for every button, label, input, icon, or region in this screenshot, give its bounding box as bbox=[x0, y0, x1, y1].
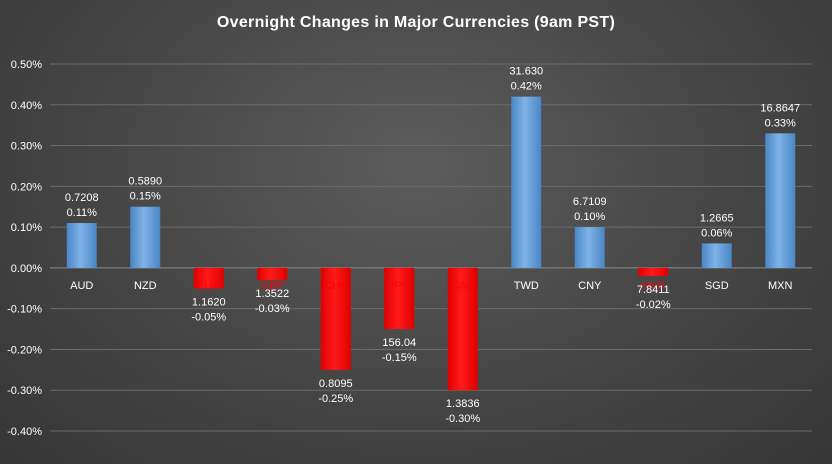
data-label: -0.30% bbox=[445, 413, 480, 425]
y-tick-label: 0.40% bbox=[11, 100, 42, 112]
data-label: -0.03% bbox=[255, 303, 290, 315]
data-label: -0.05% bbox=[191, 311, 226, 323]
y-tick-label: -0.30% bbox=[7, 385, 42, 397]
bar bbox=[193, 267, 224, 289]
rate-label: 16.8647 bbox=[760, 102, 800, 114]
bar bbox=[66, 223, 97, 268]
rate-label: 1.1620 bbox=[192, 296, 226, 308]
data-label: -0.02% bbox=[636, 299, 671, 311]
rate-label: 1.3836 bbox=[446, 398, 480, 410]
data-label: 0.06% bbox=[701, 227, 732, 239]
bar bbox=[130, 206, 161, 268]
y-tick-label: 0.00% bbox=[11, 263, 42, 275]
rate-label: 1.2665 bbox=[700, 212, 734, 224]
category-label: NZD bbox=[134, 280, 157, 292]
rate-label: 0.7208 bbox=[65, 192, 99, 204]
rate-label: 1.3522 bbox=[255, 288, 289, 300]
data-label: -0.15% bbox=[382, 352, 417, 364]
y-tick-label: 0.50% bbox=[11, 59, 42, 71]
category-label: AUD bbox=[70, 280, 93, 292]
data-label: 0.33% bbox=[765, 117, 796, 129]
bar bbox=[257, 267, 288, 281]
bar bbox=[574, 227, 605, 268]
category-label: SGD bbox=[705, 280, 729, 292]
rate-label: 0.5890 bbox=[128, 176, 162, 188]
data-label: -0.25% bbox=[318, 393, 353, 405]
bar bbox=[447, 267, 478, 391]
y-tick-label: -0.10% bbox=[7, 304, 42, 316]
y-tick-label: 0.30% bbox=[11, 141, 42, 153]
data-label: 0.10% bbox=[574, 211, 605, 223]
category-label: CNY bbox=[578, 280, 602, 292]
bar bbox=[638, 267, 669, 277]
rate-label: 0.8095 bbox=[319, 378, 353, 390]
category-label: CAD bbox=[451, 280, 474, 292]
data-label: 0.11% bbox=[67, 207, 98, 219]
category-label: TWD bbox=[514, 280, 539, 292]
bar bbox=[765, 133, 796, 268]
rate-label: 31.630 bbox=[509, 66, 543, 78]
data-label: 0.15% bbox=[130, 191, 161, 203]
bar bbox=[384, 267, 415, 330]
y-tick-label: -0.20% bbox=[7, 344, 42, 356]
y-tick-label: -0.40% bbox=[7, 426, 42, 438]
category-label: CHF bbox=[324, 280, 347, 292]
category-label: JPY bbox=[389, 280, 410, 292]
rate-label: 156.04 bbox=[382, 337, 416, 349]
y-tick-label: 0.10% bbox=[11, 222, 42, 234]
chart-title: Overnight Changes in Major Currencies (9… bbox=[216, 14, 616, 31]
data-label: 0.42% bbox=[511, 81, 542, 93]
category-label: HKD bbox=[642, 280, 665, 292]
rate-label: 7.8411 bbox=[637, 284, 670, 296]
rate-label: 6.7109 bbox=[573, 196, 607, 208]
category-label: EUR bbox=[197, 280, 220, 292]
bar bbox=[320, 267, 351, 370]
y-tick-label: 0.20% bbox=[11, 181, 42, 193]
category-label: MXN bbox=[768, 280, 793, 292]
category-label: GBP bbox=[261, 280, 284, 292]
bar bbox=[701, 243, 732, 268]
bar bbox=[511, 96, 542, 268]
